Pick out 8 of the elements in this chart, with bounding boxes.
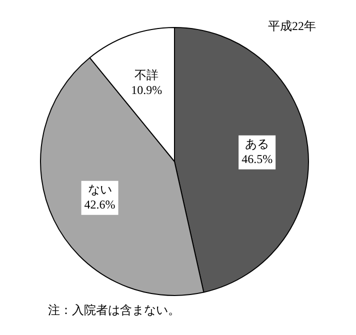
text: 注：入院者は含まない。: [48, 302, 180, 319]
chart-title: 平成22年: [268, 18, 316, 35]
data-label: 10.9%: [131, 82, 162, 97]
data-label: 46.5%: [242, 152, 273, 166]
slice-label: 不詳: [134, 68, 159, 82]
slice-label: ない: [88, 182, 112, 196]
slice-label: ある: [245, 137, 270, 152]
data-label: 42.6%: [84, 197, 116, 212]
